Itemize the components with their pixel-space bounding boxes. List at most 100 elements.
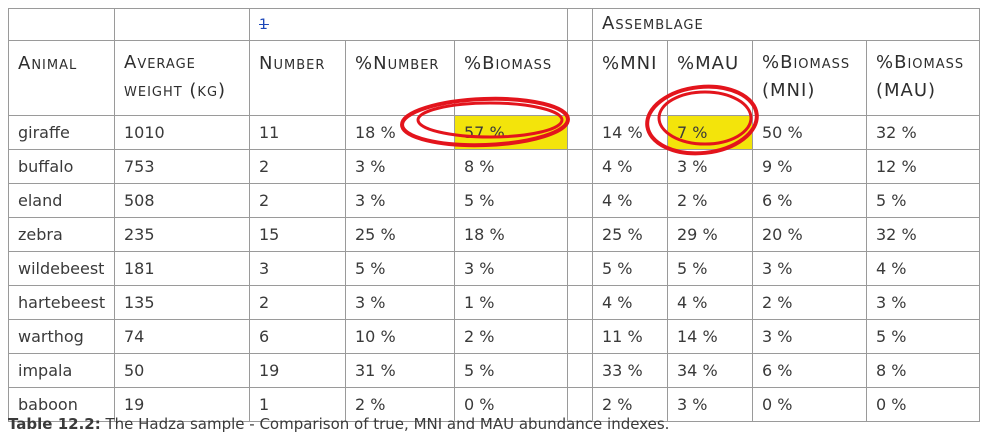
cell-pct-biomass-mni: 9 % <box>752 149 867 184</box>
cell-average-weight: 74 <box>114 319 250 354</box>
cell-pct-number: 3 % <box>345 149 455 184</box>
cell-pct-mni: 4 % <box>592 149 668 184</box>
cell-pct-biomass-mau: 5 % <box>866 183 980 218</box>
cell-average-weight: 235 <box>114 217 250 252</box>
group-header-assemblage: Assemblage <box>592 8 980 41</box>
edit-marker: 1 <box>259 17 269 33</box>
cell-pct-biomass-mni: 6 % <box>752 353 867 388</box>
cell-pct-biomass: 8 % <box>454 149 568 184</box>
caption-text: The Hadza sample - Comparison of true, M… <box>100 415 670 433</box>
table-caption: Table 12.2: The Hadza sample - Compariso… <box>8 415 669 433</box>
cell-number: 2 <box>249 285 346 320</box>
cell-pct-mni: 5 % <box>592 251 668 286</box>
spacer-cell <box>567 251 593 286</box>
spacer-cell <box>567 285 593 320</box>
cell-pct-biomass-mni: 50 % <box>752 115 867 150</box>
col-header-number: Number <box>249 40 346 116</box>
table-row: baboon 19 1 2 % 0 % 2 % 3 % 0 % 0 % <box>8 387 980 422</box>
cell-pct-biomass-mau: 5 % <box>866 319 980 354</box>
cell-number: 15 <box>249 217 346 252</box>
cell-average-weight: 50 <box>114 353 250 388</box>
col-header-animal: Animal <box>8 40 115 116</box>
spacer-cell <box>567 319 593 354</box>
cell-pct-number: 31 % <box>345 353 455 388</box>
cell-number: 19 <box>249 353 346 388</box>
cell-pct-biomass-mau: 32 % <box>866 217 980 252</box>
cell-pct-biomass: 3 % <box>454 251 568 286</box>
spacer-cell <box>567 8 593 41</box>
cell-animal: hartebeest <box>8 285 115 320</box>
cell-average-weight: 135 <box>114 285 250 320</box>
cell-pct-number: 25 % <box>345 217 455 252</box>
cell-pct-number: 5 % <box>345 251 455 286</box>
cell-average-weight: 181 <box>114 251 250 286</box>
cell-pct-biomass-mau: 4 % <box>866 251 980 286</box>
cell-pct-biomass-mau: 32 % <box>866 115 980 150</box>
cell-average-weight: 508 <box>114 183 250 218</box>
cell-animal: eland <box>8 183 115 218</box>
cell-pct-mni: 11 % <box>592 319 668 354</box>
col-header-pct-biomass-mni: %Biomass (MNI) <box>752 40 867 116</box>
col-header-pct-mau: %MAU <box>667 40 753 116</box>
table-row: hartebeest 135 2 3 % 1 % 4 % 4 % 2 % 3 % <box>8 285 980 320</box>
cell-number: 6 <box>249 319 346 354</box>
cell-pct-biomass: 18 % <box>454 217 568 252</box>
spacer-cell <box>567 353 593 388</box>
cell-pct-biomass-mni: 6 % <box>752 183 867 218</box>
cell-animal: baboon <box>8 387 115 422</box>
table-row: zebra 235 15 25 % 18 % 25 % 29 % 20 % 32 % <box>8 217 980 252</box>
cell-pct-mni: 25 % <box>592 217 668 252</box>
table-row: impala 50 19 31 % 5 % 33 % 34 % 6 % 8 % <box>8 353 980 388</box>
cell-pct-mni: 4 % <box>592 183 668 218</box>
cell-average-weight: 1010 <box>114 115 250 150</box>
cell-pct-mni: 4 % <box>592 285 668 320</box>
cell-number: 2 <box>249 183 346 218</box>
cell-pct-biomass: 5 % <box>454 183 568 218</box>
cell-pct-biomass: 5 % <box>454 353 568 388</box>
table-row: eland 508 2 3 % 5 % 4 % 2 % 6 % 5 % <box>8 183 980 218</box>
cell-pct-mau: 34 % <box>667 353 753 388</box>
cell-pct-mau: 2 % <box>667 183 753 218</box>
col-header-pct-mni: %MNI <box>592 40 668 116</box>
col-header-pct-biomass-mau: %Biomass (MAU) <box>866 40 980 116</box>
caption-label: Table 12.2: <box>8 415 101 433</box>
cell-pct-biomass-mau: 12 % <box>866 149 980 184</box>
header-blank-cell <box>114 8 250 41</box>
cell-pct-mau: 3 % <box>667 149 753 184</box>
cell-pct-mau: 4 % <box>667 285 753 320</box>
cell-pct-number: 3 % <box>345 285 455 320</box>
cell-average-weight: 19 <box>114 387 250 422</box>
cell-pct-number: 18 % <box>345 115 455 150</box>
cell-pct-biomass-mni: 0 % <box>752 387 867 422</box>
col-header-pct-number: %Number <box>345 40 455 116</box>
cell-number: 2 <box>249 149 346 184</box>
col-header-average-weight: Average weight (kg) <box>114 40 250 116</box>
hadza-table: 1 Assemblage Animal Average weight (kg) … <box>8 8 980 422</box>
cell-pct-biomass-mau: 0 % <box>866 387 980 422</box>
table-row: buffalo 753 2 3 % 8 % 4 % 3 % 9 % 12 % <box>8 149 980 184</box>
header-blank-cell <box>8 8 115 41</box>
cell-number: 3 <box>249 251 346 286</box>
cell-pct-mni: 33 % <box>592 353 668 388</box>
cell-animal: impala <box>8 353 115 388</box>
cell-pct-biomass: 1 % <box>454 285 568 320</box>
cell-pct-biomass-mau: 8 % <box>866 353 980 388</box>
cell-pct-biomass-mni: 3 % <box>752 319 867 354</box>
cell-pct-biomass-mni: 3 % <box>752 251 867 286</box>
table-row: giraffe 1010 11 18 % 57 % 14 % 7 % 50 % 32 % <box>8 115 980 150</box>
col-header-pct-biomass: %Biomass <box>454 40 568 116</box>
cell-animal: zebra <box>8 217 115 252</box>
table-row: warthog 74 6 10 % 2 % 11 % 14 % 3 % 5 % <box>8 319 980 354</box>
cell-pct-biomass: 57 % <box>454 115 568 150</box>
spacer-cell <box>567 217 593 252</box>
cell-animal: giraffe <box>8 115 115 150</box>
cell-pct-number: 2 % <box>345 387 455 422</box>
spacer-cell <box>567 387 593 422</box>
cell-pct-biomass-mni: 20 % <box>752 217 867 252</box>
cell-pct-mau: 14 % <box>667 319 753 354</box>
cell-pct-number: 10 % <box>345 319 455 354</box>
cell-number: 11 <box>249 115 346 150</box>
cell-pct-mni: 14 % <box>592 115 668 150</box>
table-row: wildebeest 181 3 5 % 3 % 5 % 5 % 3 % 4 % <box>8 251 980 286</box>
cell-pct-mau: 7 % <box>667 115 753 150</box>
